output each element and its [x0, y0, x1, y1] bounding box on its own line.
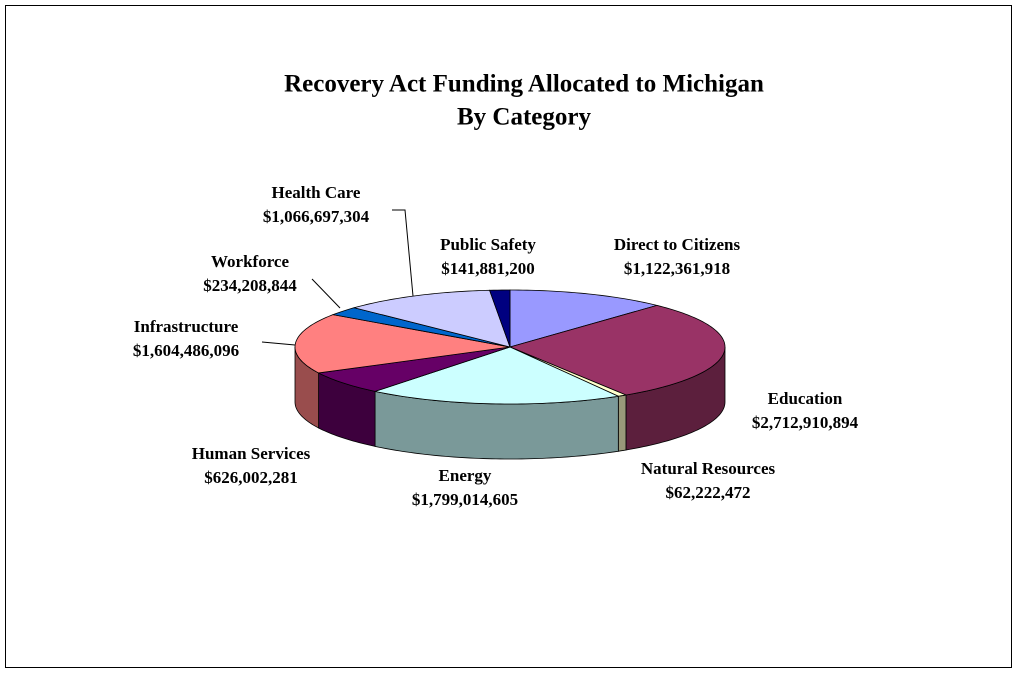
slice-side [617, 393, 627, 452]
slice [331, 307, 511, 348]
slice [373, 346, 620, 405]
slice-label-value: $1,122,361,918 [624, 259, 730, 278]
slice-label-value: $1,066,697,304 [263, 207, 370, 226]
chart-title: Recovery Act Funding Allocated to Michig… [284, 71, 764, 98]
slice-label-name: Energy [439, 466, 492, 485]
slice-label-value: $626,002,281 [204, 468, 298, 487]
slice-label-name: Direct to Citizens [614, 235, 741, 254]
slice [294, 314, 511, 374]
chart-subtitle: By Category [457, 104, 591, 131]
leader-line [261, 341, 296, 346]
slice [352, 289, 511, 348]
slice-label-name: Health Care [272, 183, 361, 202]
leader-line [392, 209, 414, 297]
slice-label-value: $2,712,910,894 [752, 413, 859, 432]
slice-label-value: $62,222,472 [666, 483, 751, 502]
slice-label-value: $141,881,200 [441, 259, 535, 278]
slice [509, 289, 659, 348]
slice-labels: Direct to Citizens $1,122,361,918 Educatio… [133, 183, 859, 509]
slice [508, 304, 726, 396]
leader-line [311, 278, 341, 309]
slice [489, 289, 511, 348]
slice-label-value: $234,208,844 [203, 276, 297, 295]
slice-label-value: $1,604,486,096 [133, 341, 239, 360]
slice-label-name: Workforce [211, 252, 290, 271]
slice-label-name: Human Services [192, 444, 311, 463]
slice [317, 346, 511, 392]
slice-label-name: Public Safety [440, 235, 536, 254]
slice-label-name: Infrastructure [134, 317, 239, 336]
slice-label-value: $1,799,014,605 [412, 490, 518, 509]
pie-tops [294, 289, 726, 405]
pie-sides [294, 346, 726, 460]
slice-label-name: Education [768, 389, 843, 408]
slice-label-name: Natural Resources [641, 459, 776, 478]
